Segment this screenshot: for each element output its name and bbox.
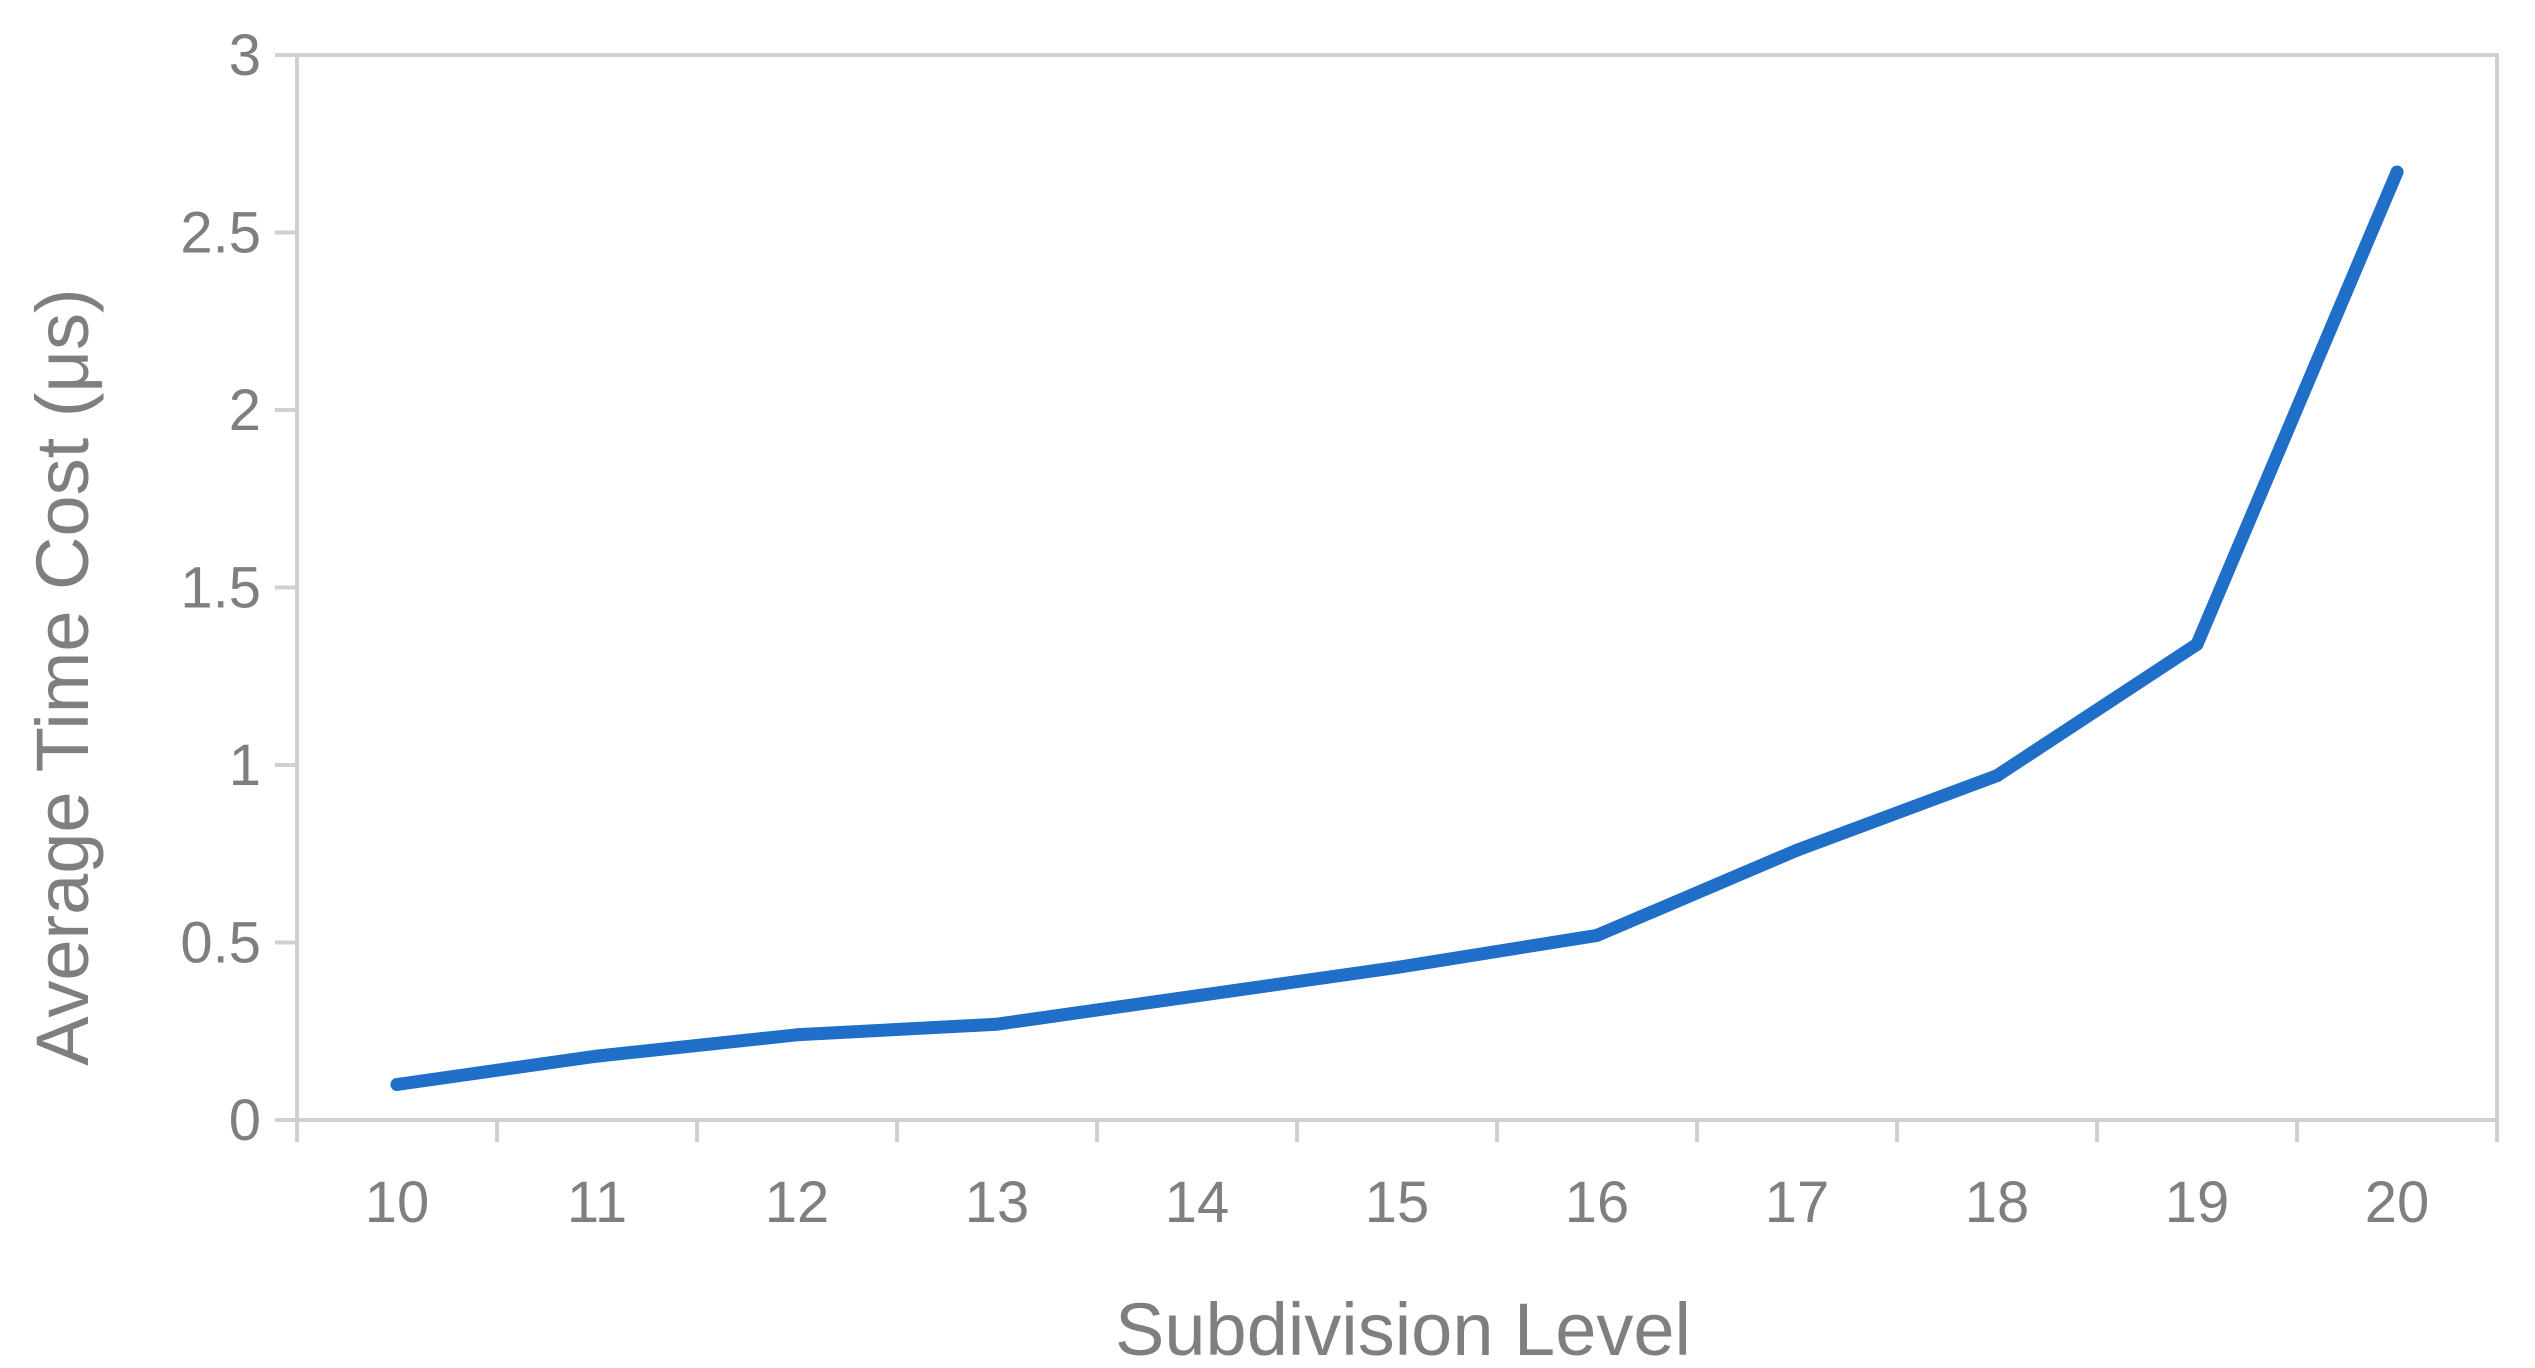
x-tick-label: 12 bbox=[765, 1170, 830, 1235]
data-point bbox=[790, 1028, 804, 1042]
x-axis-title: Subdivision Level bbox=[1115, 1288, 1691, 1368]
x-axis-ticks bbox=[295, 1120, 2499, 1142]
data-point bbox=[2390, 165, 2404, 179]
x-tick-label: 19 bbox=[2165, 1170, 2230, 1235]
data-point bbox=[2190, 637, 2204, 651]
data-point bbox=[1990, 769, 2004, 783]
x-tick-label: 20 bbox=[2365, 1170, 2430, 1235]
data-point bbox=[1790, 843, 1804, 857]
data-point bbox=[390, 1078, 404, 1091]
data-point bbox=[1190, 989, 1204, 1003]
y-axis-title: Average Time Cost (μs) bbox=[21, 288, 104, 1065]
y-tick-label: 0 bbox=[229, 1088, 261, 1153]
series-group bbox=[390, 165, 2404, 1091]
x-tick-label: 11 bbox=[567, 1170, 627, 1235]
y-tick-label: 3 bbox=[229, 23, 261, 88]
data-point bbox=[1590, 928, 1604, 942]
y-axis-tick-labels: 0 0.5 1 1.5 2 2.5 3 bbox=[180, 23, 261, 1153]
y-tick-label: 2 bbox=[229, 378, 261, 443]
x-tick-label: 16 bbox=[1565, 1170, 1630, 1235]
x-tick-label: 17 bbox=[1765, 1170, 1830, 1235]
x-tick-label: 18 bbox=[1965, 1170, 2030, 1235]
y-tick-label: 1.5 bbox=[180, 556, 261, 621]
y-tick-label: 2.5 bbox=[180, 201, 261, 266]
x-axis-tick-labels: 10 11 12 13 14 15 16 17 18 19 20 bbox=[365, 1170, 2430, 1235]
y-tick-label: 0.5 bbox=[180, 911, 261, 976]
data-point bbox=[990, 1017, 1004, 1031]
data-point bbox=[1390, 960, 1404, 974]
y-axis-ticks bbox=[275, 53, 297, 1122]
y-tick-label: 1 bbox=[229, 733, 261, 798]
x-tick-label: 13 bbox=[965, 1170, 1030, 1235]
x-tick-label: 15 bbox=[1365, 1170, 1430, 1235]
x-tick-label: 10 bbox=[365, 1170, 430, 1235]
data-point bbox=[590, 1049, 604, 1063]
x-tick-label: 14 bbox=[1165, 1170, 1230, 1235]
